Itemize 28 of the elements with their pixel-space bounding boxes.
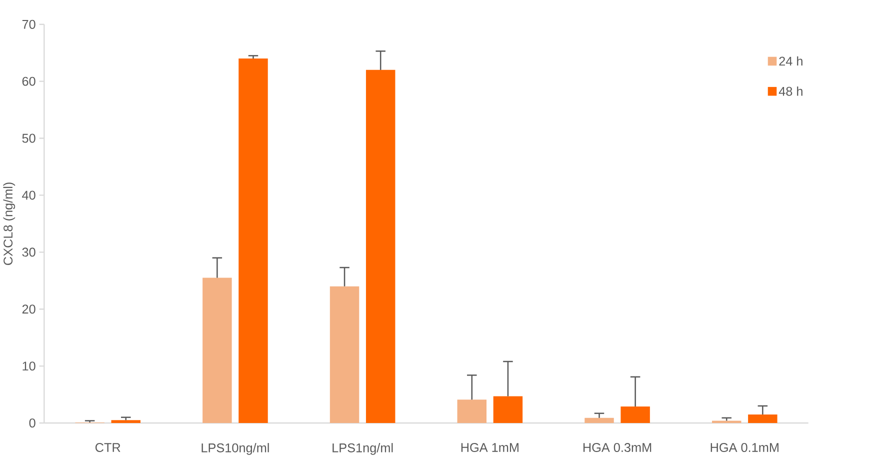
bar xyxy=(457,400,487,424)
y-axis-title: CXCL8 (ng/ml) xyxy=(3,182,16,265)
y-tick-label: 30 xyxy=(22,248,36,257)
y-tick-label: 60 xyxy=(22,76,36,86)
x-tick-label: HGA 0.3mM xyxy=(583,443,652,452)
bar xyxy=(366,70,396,424)
bar xyxy=(202,278,232,424)
bar xyxy=(584,418,614,424)
bar xyxy=(712,420,742,424)
legend-label: 24 h xyxy=(779,56,802,66)
y-tick-label: 40 xyxy=(22,190,36,200)
x-tick-label: HGA 1mM xyxy=(461,443,518,452)
y-tick-label: 50 xyxy=(22,134,36,143)
bar xyxy=(238,58,268,424)
y-tick-label: 70 xyxy=(22,20,36,29)
x-tick-label: LPS10ng/ml xyxy=(202,443,269,455)
bar xyxy=(620,406,650,424)
bar xyxy=(111,420,140,424)
bar xyxy=(330,286,360,424)
y-tick-label: 20 xyxy=(22,304,36,314)
bar xyxy=(748,414,778,424)
bar xyxy=(493,396,523,424)
x-tick-label: LPS1ng/ml xyxy=(332,443,393,455)
y-tick-label: 0 xyxy=(29,418,36,428)
legend-label: 48 h xyxy=(778,86,802,96)
y-tick-label: 10 xyxy=(22,362,36,371)
x-tick-label: CTR xyxy=(95,443,120,452)
x-tick-label: HGA 0.1mM xyxy=(710,443,778,452)
